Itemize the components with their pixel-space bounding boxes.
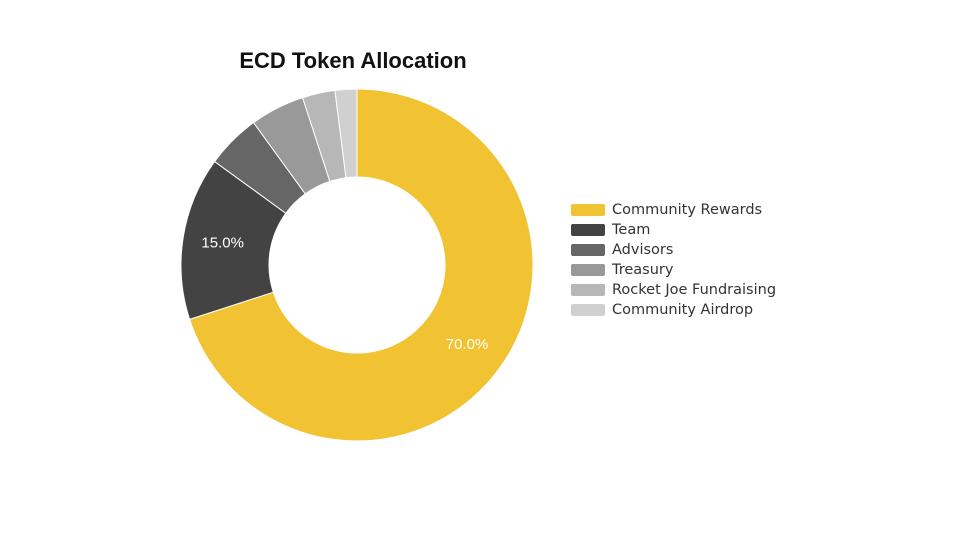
legend-label: Advisors bbox=[612, 242, 674, 258]
data-label-team: 15.0% bbox=[201, 235, 244, 252]
legend-swatch bbox=[571, 264, 605, 276]
slice-community-rewards bbox=[188, 88, 534, 442]
legend-label: Treasury bbox=[612, 262, 674, 278]
legend-swatch bbox=[571, 284, 605, 296]
chart-title: ECD Token Allocation bbox=[239, 48, 467, 73]
legend-swatch bbox=[571, 304, 605, 316]
legend-item: Team bbox=[571, 220, 776, 240]
legend-label: Team bbox=[612, 222, 651, 238]
legend-label: Community Rewards bbox=[612, 202, 763, 218]
legend-swatch bbox=[571, 244, 605, 256]
slice-team bbox=[180, 160, 287, 321]
legend-item: Community Airdrop bbox=[571, 300, 776, 320]
chart-legend: Community Rewards Team Advisors Treasury Roc… bbox=[571, 200, 776, 320]
legend-swatch bbox=[571, 224, 605, 236]
slice-community-airdrop bbox=[334, 88, 358, 179]
legend-label: Community Airdrop bbox=[612, 302, 754, 318]
data-label-community-rewards: 70.0% bbox=[446, 336, 489, 353]
legend-swatch bbox=[571, 204, 605, 216]
legend-label: Rocket Joe Fundraising bbox=[612, 282, 777, 298]
legend-item: Treasury bbox=[571, 260, 776, 280]
legend-item: Advisors bbox=[571, 240, 776, 260]
legend-item: Rocket Joe Fundraising bbox=[571, 280, 776, 300]
legend-item: Community Rewards bbox=[571, 200, 776, 220]
